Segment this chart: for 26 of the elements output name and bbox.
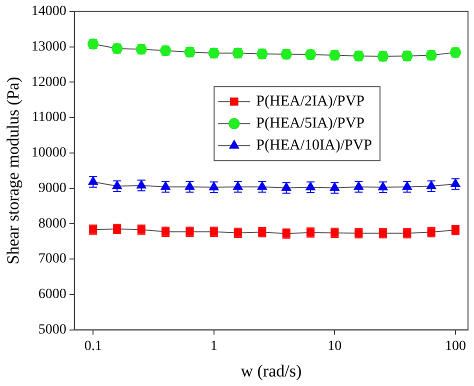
y-tick-label: 7000 — [38, 252, 66, 267]
point — [257, 181, 267, 190]
y-tick-label: 8000 — [38, 216, 66, 232]
legend-label: P(HEA/10IA)/PVP — [256, 138, 372, 154]
x-tick-label: 100 — [444, 338, 466, 354]
x-tick-label: 1 — [210, 338, 218, 354]
y-tick-label: 5000 — [38, 322, 66, 338]
y-tick-label: 10000 — [31, 146, 66, 161]
point — [184, 181, 195, 190]
point — [402, 181, 412, 190]
legend-label: P(HEA/5IA)/PVP — [256, 116, 365, 132]
x-tick-label: 0.1 — [84, 338, 102, 354]
point — [282, 182, 292, 191]
x-tick-label: 10 — [328, 338, 342, 354]
point — [233, 181, 243, 190]
y-tick-label: 13000 — [31, 39, 66, 54]
y-tick-label: 9000 — [38, 180, 66, 196]
legend-label: P(HEA/2IA)/PVP — [256, 94, 365, 110]
y-tick-label: 12000 — [31, 74, 66, 90]
point — [354, 181, 364, 190]
y-axis-title: Shear storage modulus (Pa) — [4, 76, 23, 264]
y-tick-label: 11000 — [32, 110, 66, 126]
point — [160, 181, 170, 190]
y-tick-label: 14000 — [31, 4, 66, 20]
y-tick-label: 6000 — [38, 287, 66, 302]
x-axis-title: w (rad/s) — [240, 361, 302, 380]
